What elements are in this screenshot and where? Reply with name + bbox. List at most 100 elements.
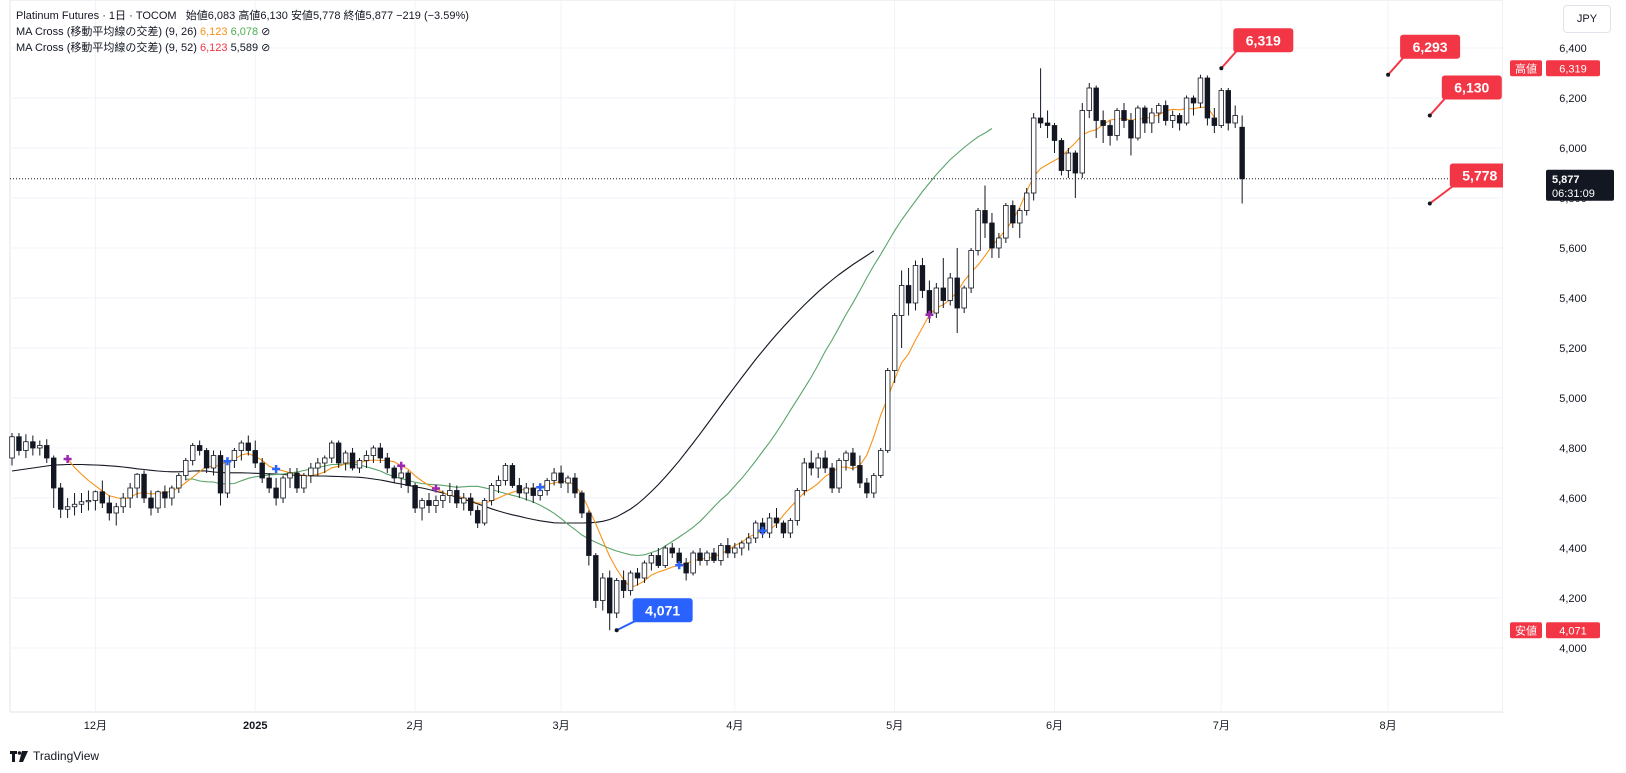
candle-up: [1030, 117, 1037, 194]
cross-marker-icon: [63, 455, 72, 463]
candle-up: [739, 542, 745, 549]
y-tick-label: 4,200: [1559, 593, 1587, 605]
bar-countdown-label: 06:31:09: [1552, 188, 1595, 200]
y-tick-label: 4,800: [1559, 443, 1587, 455]
callout-pointer: [1429, 96, 1447, 117]
hide-icon[interactable]: ⊘: [261, 42, 271, 54]
candle-down: [1044, 122, 1051, 126]
y-tick-label: 5,000: [1559, 393, 1587, 405]
candle-up: [37, 445, 43, 449]
candle-down: [1128, 120, 1134, 139]
callout-pointer: [616, 619, 638, 632]
y-tick-label: 6,000: [1559, 143, 1587, 155]
candle-down: [454, 490, 460, 504]
candle-up: [891, 315, 898, 371]
candle-down: [1225, 90, 1231, 124]
indicator-row-1[interactable]: MA Cross (移動平均線の交差) (9, 26) 6,123 6,078 …: [16, 24, 469, 40]
candle-down: [474, 510, 481, 524]
candle-down: [1107, 125, 1113, 136]
candle-up: [1079, 110, 1085, 174]
candle-down: [1163, 105, 1169, 121]
candle-down: [558, 472, 564, 484]
candle-up: [85, 500, 92, 503]
candle-up: [746, 537, 752, 544]
cross-marker-icon: [536, 483, 545, 492]
price-axis[interactable]: 4,000 4,200 4,400 4,600 4,800 5,000 5,200 5,400…: [1503, 0, 1626, 712]
candle-up: [398, 472, 404, 479]
candle-down: [377, 447, 384, 459]
candle-up: [704, 552, 710, 561]
candle-up: [1003, 205, 1009, 239]
candle-up: [975, 210, 981, 251]
candle-down: [1010, 205, 1016, 224]
candle-down: [349, 452, 356, 469]
candle-down: [217, 455, 224, 494]
indicator-name: MA Cross (移動平均線の交差) (9, 26): [16, 26, 197, 38]
candle-up: [502, 465, 509, 481]
cross-marker-icon: [431, 484, 440, 493]
range-badge-label: 高値: [1515, 61, 1537, 75]
candle-down: [1204, 77, 1211, 119]
candle-up: [1156, 105, 1162, 114]
candle-down: [669, 547, 675, 554]
candle-down: [162, 491, 168, 499]
cross-marker-icon: [758, 526, 767, 535]
candle-up: [238, 442, 245, 451]
candle-up: [481, 500, 488, 524]
callout-box: [1449, 163, 1510, 188]
callout-anchor: [1219, 66, 1224, 71]
candle-up: [461, 497, 467, 504]
candle-down: [1037, 117, 1044, 124]
indicator-row-2[interactable]: MA Cross (移動平均線の交差) (9, 52) 6,123 5,589 …: [16, 40, 469, 56]
callout-box: [1400, 34, 1461, 59]
indicator-value-slow: 6,078: [230, 26, 259, 38]
change-value: −219 (−3.59%): [396, 10, 469, 22]
candle-up: [1017, 210, 1023, 224]
tradingview-logo-icon: [10, 750, 28, 762]
candle-down: [252, 450, 258, 464]
candle-down: [273, 487, 279, 499]
candle-down: [1211, 117, 1218, 126]
candle-down: [148, 497, 154, 509]
x-tick-label: 6月: [1046, 720, 1063, 732]
candle-up: [1183, 97, 1190, 124]
cross-marker-icon: [223, 457, 232, 466]
hide-icon[interactable]: ⊘: [261, 26, 271, 38]
open-label: 始値: [185, 10, 208, 22]
candle-up: [732, 547, 738, 554]
candle-down: [954, 277, 960, 309]
candle-up: [641, 562, 648, 579]
currency-button[interactable]: JPY: [1563, 5, 1611, 33]
candle-up: [342, 452, 349, 464]
candle-up: [947, 277, 953, 301]
y-tick-label: 6,200: [1559, 93, 1587, 105]
cross-markers: [63, 310, 934, 570]
candle-up: [1197, 77, 1204, 104]
candle-down: [196, 445, 203, 451]
symbol-title[interactable]: Platinum Futures · 1日 · TOCOM: [16, 10, 177, 22]
candle-down: [1142, 107, 1148, 124]
candle-down: [926, 290, 933, 314]
candle-down: [850, 452, 856, 466]
tradingview-logo[interactable]: TradingView: [10, 749, 99, 763]
time-axis[interactable]: 12月 2025 2月 3月 4月 5月 6月 7月 8月: [84, 720, 1397, 732]
candle-up: [64, 506, 71, 510]
candle-down: [1072, 152, 1079, 174]
candle-down: [1051, 125, 1058, 141]
candle-up: [1169, 115, 1176, 121]
x-tick-label: 7月: [1213, 720, 1230, 732]
candle-down: [725, 545, 731, 554]
candle-down: [203, 450, 210, 469]
candle-down: [57, 487, 64, 510]
candle-down: [822, 457, 828, 469]
candle-up: [1086, 87, 1092, 111]
candle-up: [544, 480, 550, 491]
candle-down: [593, 555, 599, 601]
candle-down: [857, 465, 863, 484]
callout-box: [1233, 28, 1294, 53]
range-badge-label-bg: [1510, 622, 1542, 639]
low-label: 安値: [290, 10, 313, 22]
open-value: 6,083: [207, 10, 236, 22]
candle-down: [30, 441, 36, 449]
